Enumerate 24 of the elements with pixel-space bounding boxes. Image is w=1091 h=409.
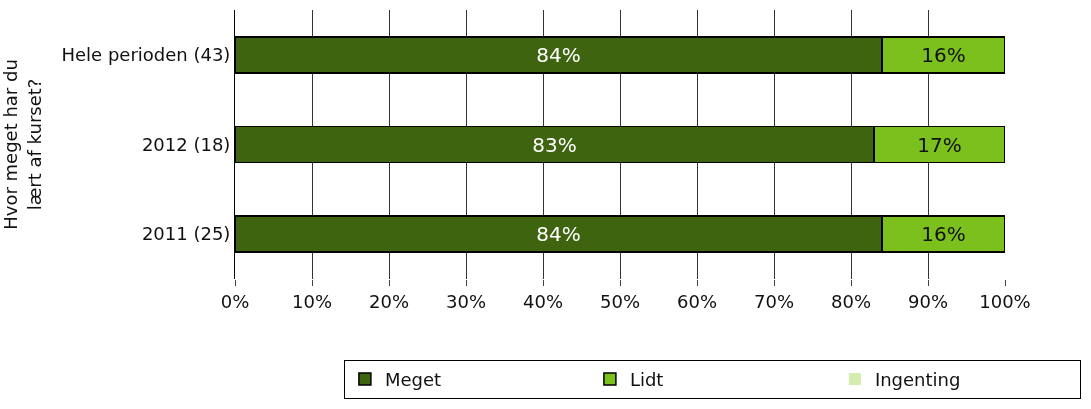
x-tick-label: 90%	[907, 290, 949, 312]
y-tick-label: Hele perioden (43)	[61, 44, 231, 66]
x-tick-label: 60%	[676, 290, 718, 312]
y-tick-label: 2012 (18)	[141, 133, 231, 155]
data-label: 16%	[921, 222, 966, 247]
x-tick-label: 50%	[599, 290, 641, 312]
x-tick-label: 10%	[291, 290, 333, 312]
data-label: 17%	[917, 132, 962, 157]
legend-label: Lidt	[629, 368, 664, 390]
data-label: 84%	[536, 222, 581, 247]
data-label: 16%	[921, 42, 966, 67]
x-tick-label: 0%	[220, 290, 250, 312]
x-tick-label: 40%	[522, 290, 564, 312]
x-tick-label: 20%	[368, 290, 410, 312]
data-label: 84%	[536, 42, 581, 67]
data-label: 83%	[532, 132, 577, 157]
legend-label: Ingenting	[874, 368, 961, 390]
x-tick-label: 80%	[830, 290, 872, 312]
legend-label: Meget	[384, 368, 442, 390]
x-tick-label: 30%	[445, 290, 487, 312]
y-axis-title: Hvor meget har du lært af kurset?	[0, 59, 45, 230]
y-tick-label: 2011 (25)	[141, 223, 231, 245]
x-tick-label: 70%	[753, 290, 795, 312]
x-tick-label: 100%	[979, 290, 1031, 312]
